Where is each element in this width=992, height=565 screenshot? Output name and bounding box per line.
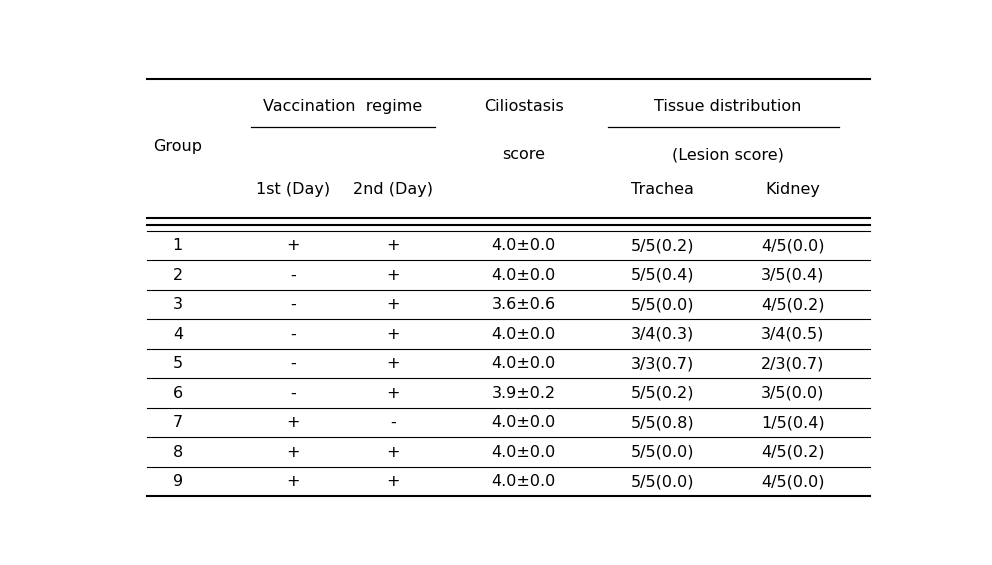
Text: -: - — [291, 327, 296, 342]
Text: 5/5(0.8): 5/5(0.8) — [630, 415, 694, 430]
Text: 3/3(0.7): 3/3(0.7) — [631, 356, 693, 371]
Text: 3/5(0.4): 3/5(0.4) — [761, 268, 824, 282]
Text: +: + — [287, 415, 300, 430]
Text: 3.6±0.6: 3.6±0.6 — [492, 297, 556, 312]
Text: 4.0±0.0: 4.0±0.0 — [492, 474, 556, 489]
Text: +: + — [287, 238, 300, 253]
Text: 3.9±0.2: 3.9±0.2 — [492, 386, 556, 401]
Text: 2: 2 — [173, 268, 183, 282]
Text: 4.0±0.0: 4.0±0.0 — [492, 356, 556, 371]
Text: +: + — [386, 327, 400, 342]
Text: 3: 3 — [173, 297, 183, 312]
Text: 2nd (Day): 2nd (Day) — [353, 182, 434, 197]
Text: 4/5(0.2): 4/5(0.2) — [761, 445, 824, 459]
Text: -: - — [291, 386, 296, 401]
Text: 4.0±0.0: 4.0±0.0 — [492, 327, 556, 342]
Text: 3/4(0.3): 3/4(0.3) — [631, 327, 693, 342]
Text: 5/5(0.0): 5/5(0.0) — [630, 297, 694, 312]
Text: -: - — [390, 415, 396, 430]
Text: +: + — [287, 445, 300, 459]
Text: 6: 6 — [173, 386, 183, 401]
Text: 3/4(0.5): 3/4(0.5) — [761, 327, 824, 342]
Text: 5/5(0.4): 5/5(0.4) — [630, 268, 694, 282]
Text: 5: 5 — [173, 356, 183, 371]
Text: 5/5(0.0): 5/5(0.0) — [630, 445, 694, 459]
Text: 1/5(0.4): 1/5(0.4) — [761, 415, 824, 430]
Text: +: + — [386, 268, 400, 282]
Text: (Lesion score): (Lesion score) — [672, 147, 784, 162]
Text: 4/5(0.2): 4/5(0.2) — [761, 297, 824, 312]
Text: 3/5(0.0): 3/5(0.0) — [761, 386, 824, 401]
Text: 4.0±0.0: 4.0±0.0 — [492, 238, 556, 253]
Text: Group: Group — [154, 138, 202, 154]
Text: -: - — [291, 297, 296, 312]
Text: Trachea: Trachea — [631, 182, 693, 197]
Text: +: + — [386, 474, 400, 489]
Text: 2/3(0.7): 2/3(0.7) — [761, 356, 824, 371]
Text: 4/5(0.0): 4/5(0.0) — [761, 474, 824, 489]
Text: 5/5(0.2): 5/5(0.2) — [630, 238, 694, 253]
Text: +: + — [386, 445, 400, 459]
Text: +: + — [386, 386, 400, 401]
Text: 1: 1 — [173, 238, 183, 253]
Text: Ciliostasis: Ciliostasis — [484, 99, 563, 115]
Text: 5/5(0.0): 5/5(0.0) — [630, 474, 694, 489]
Text: 4.0±0.0: 4.0±0.0 — [492, 415, 556, 430]
Text: score: score — [502, 147, 546, 162]
Text: 1st (Day): 1st (Day) — [256, 182, 330, 197]
Text: +: + — [287, 474, 300, 489]
Text: 4: 4 — [173, 327, 183, 342]
Text: +: + — [386, 238, 400, 253]
Text: 7: 7 — [173, 415, 183, 430]
Text: -: - — [291, 268, 296, 282]
Text: +: + — [386, 356, 400, 371]
Text: Kidney: Kidney — [766, 182, 820, 197]
Text: 4.0±0.0: 4.0±0.0 — [492, 268, 556, 282]
Text: Vaccination  regime: Vaccination regime — [264, 99, 423, 115]
Text: 9: 9 — [173, 474, 183, 489]
Text: 4.0±0.0: 4.0±0.0 — [492, 445, 556, 459]
Text: 8: 8 — [173, 445, 183, 459]
Text: 5/5(0.2): 5/5(0.2) — [630, 386, 694, 401]
Text: Tissue distribution: Tissue distribution — [654, 99, 802, 115]
Text: -: - — [291, 356, 296, 371]
Text: 4/5(0.0): 4/5(0.0) — [761, 238, 824, 253]
Text: +: + — [386, 297, 400, 312]
